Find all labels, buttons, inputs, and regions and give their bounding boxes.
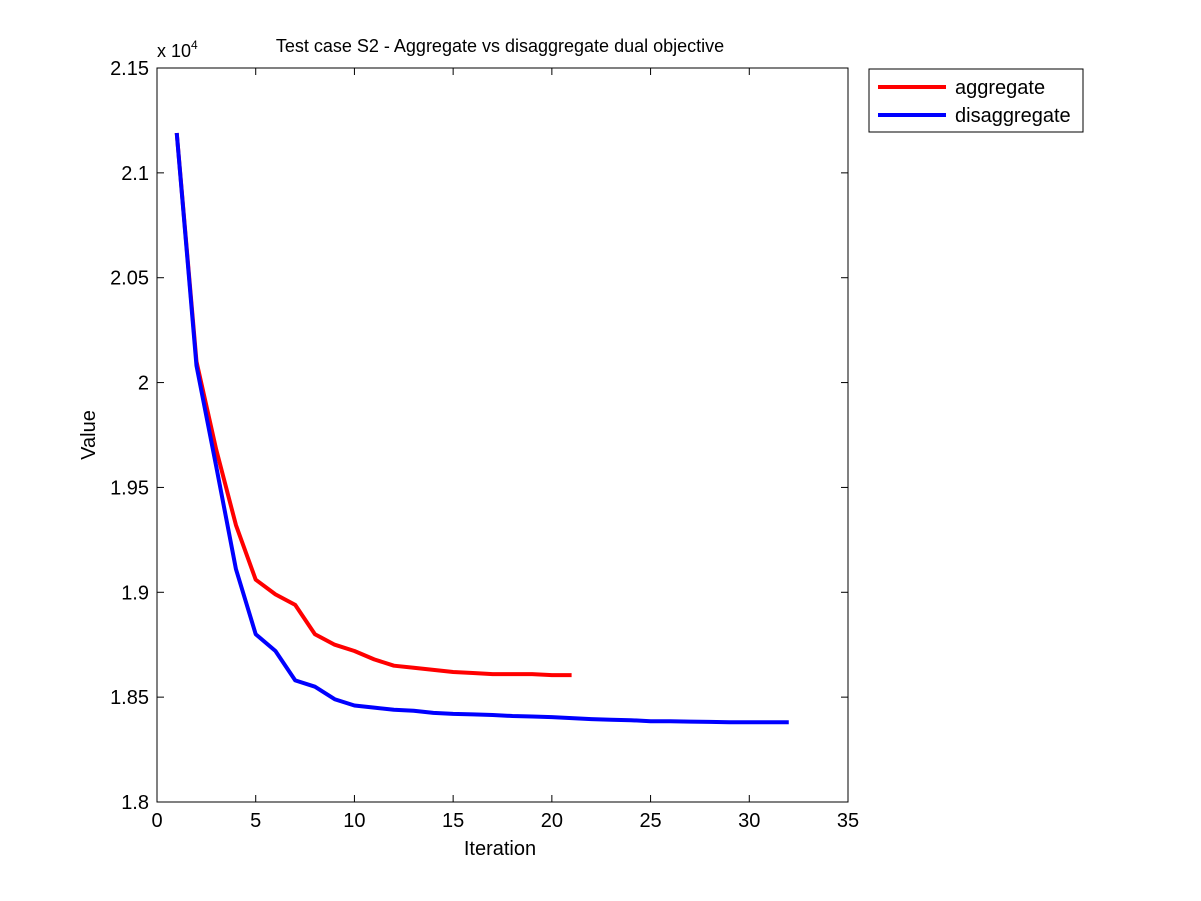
y-exponent-base: x 10 [157,41,191,61]
x-tick-label: 10 [343,810,365,832]
x-tick-label: 30 [738,810,760,832]
x-axis-label: Iteration [464,838,536,860]
chart-title: Test case S2 - Aggregate vs disaggregate… [276,36,724,56]
y-tick-label: 2 [138,373,149,395]
y-tick-label: 2.1 [121,163,149,185]
legend-label-aggregate: aggregate [955,77,1045,99]
x-tick-label: 0 [151,810,162,832]
y-exponent-power: 4 [191,38,198,52]
y-tick-label: 2.05 [110,268,149,290]
x-axis-ticks: 0 5 10 15 20 25 30 35 [151,68,859,832]
x-tick-label: 25 [639,810,661,832]
legend: aggregate disaggregate [868,68,1084,133]
y-tick-label: 1.95 [110,477,149,499]
y-axis-label: Value [78,410,100,460]
series-line-aggregate [174,132,572,678]
x-tick-label: 35 [837,810,859,832]
legend-box [868,68,1084,133]
y-exponent-label: x 104 [157,38,198,61]
y-tick-label: 1.9 [121,582,149,604]
x-tick-label: 15 [442,810,464,832]
y-tick-label: 1.8 [121,792,149,814]
series-group [174,132,789,725]
x-tick-label: 20 [541,810,563,832]
y-tick-label: 1.85 [110,687,149,709]
y-tick-label: 2.15 [110,58,149,80]
legend-label-disaggregate: disaggregate [955,105,1071,127]
x-tick-label: 5 [250,810,261,832]
plot-area [156,67,849,803]
y-axis-ticks: 1.8 1.85 1.9 1.95 2 2.05 2.1 2.15 [110,58,848,814]
series-line-disaggregate [174,132,789,725]
